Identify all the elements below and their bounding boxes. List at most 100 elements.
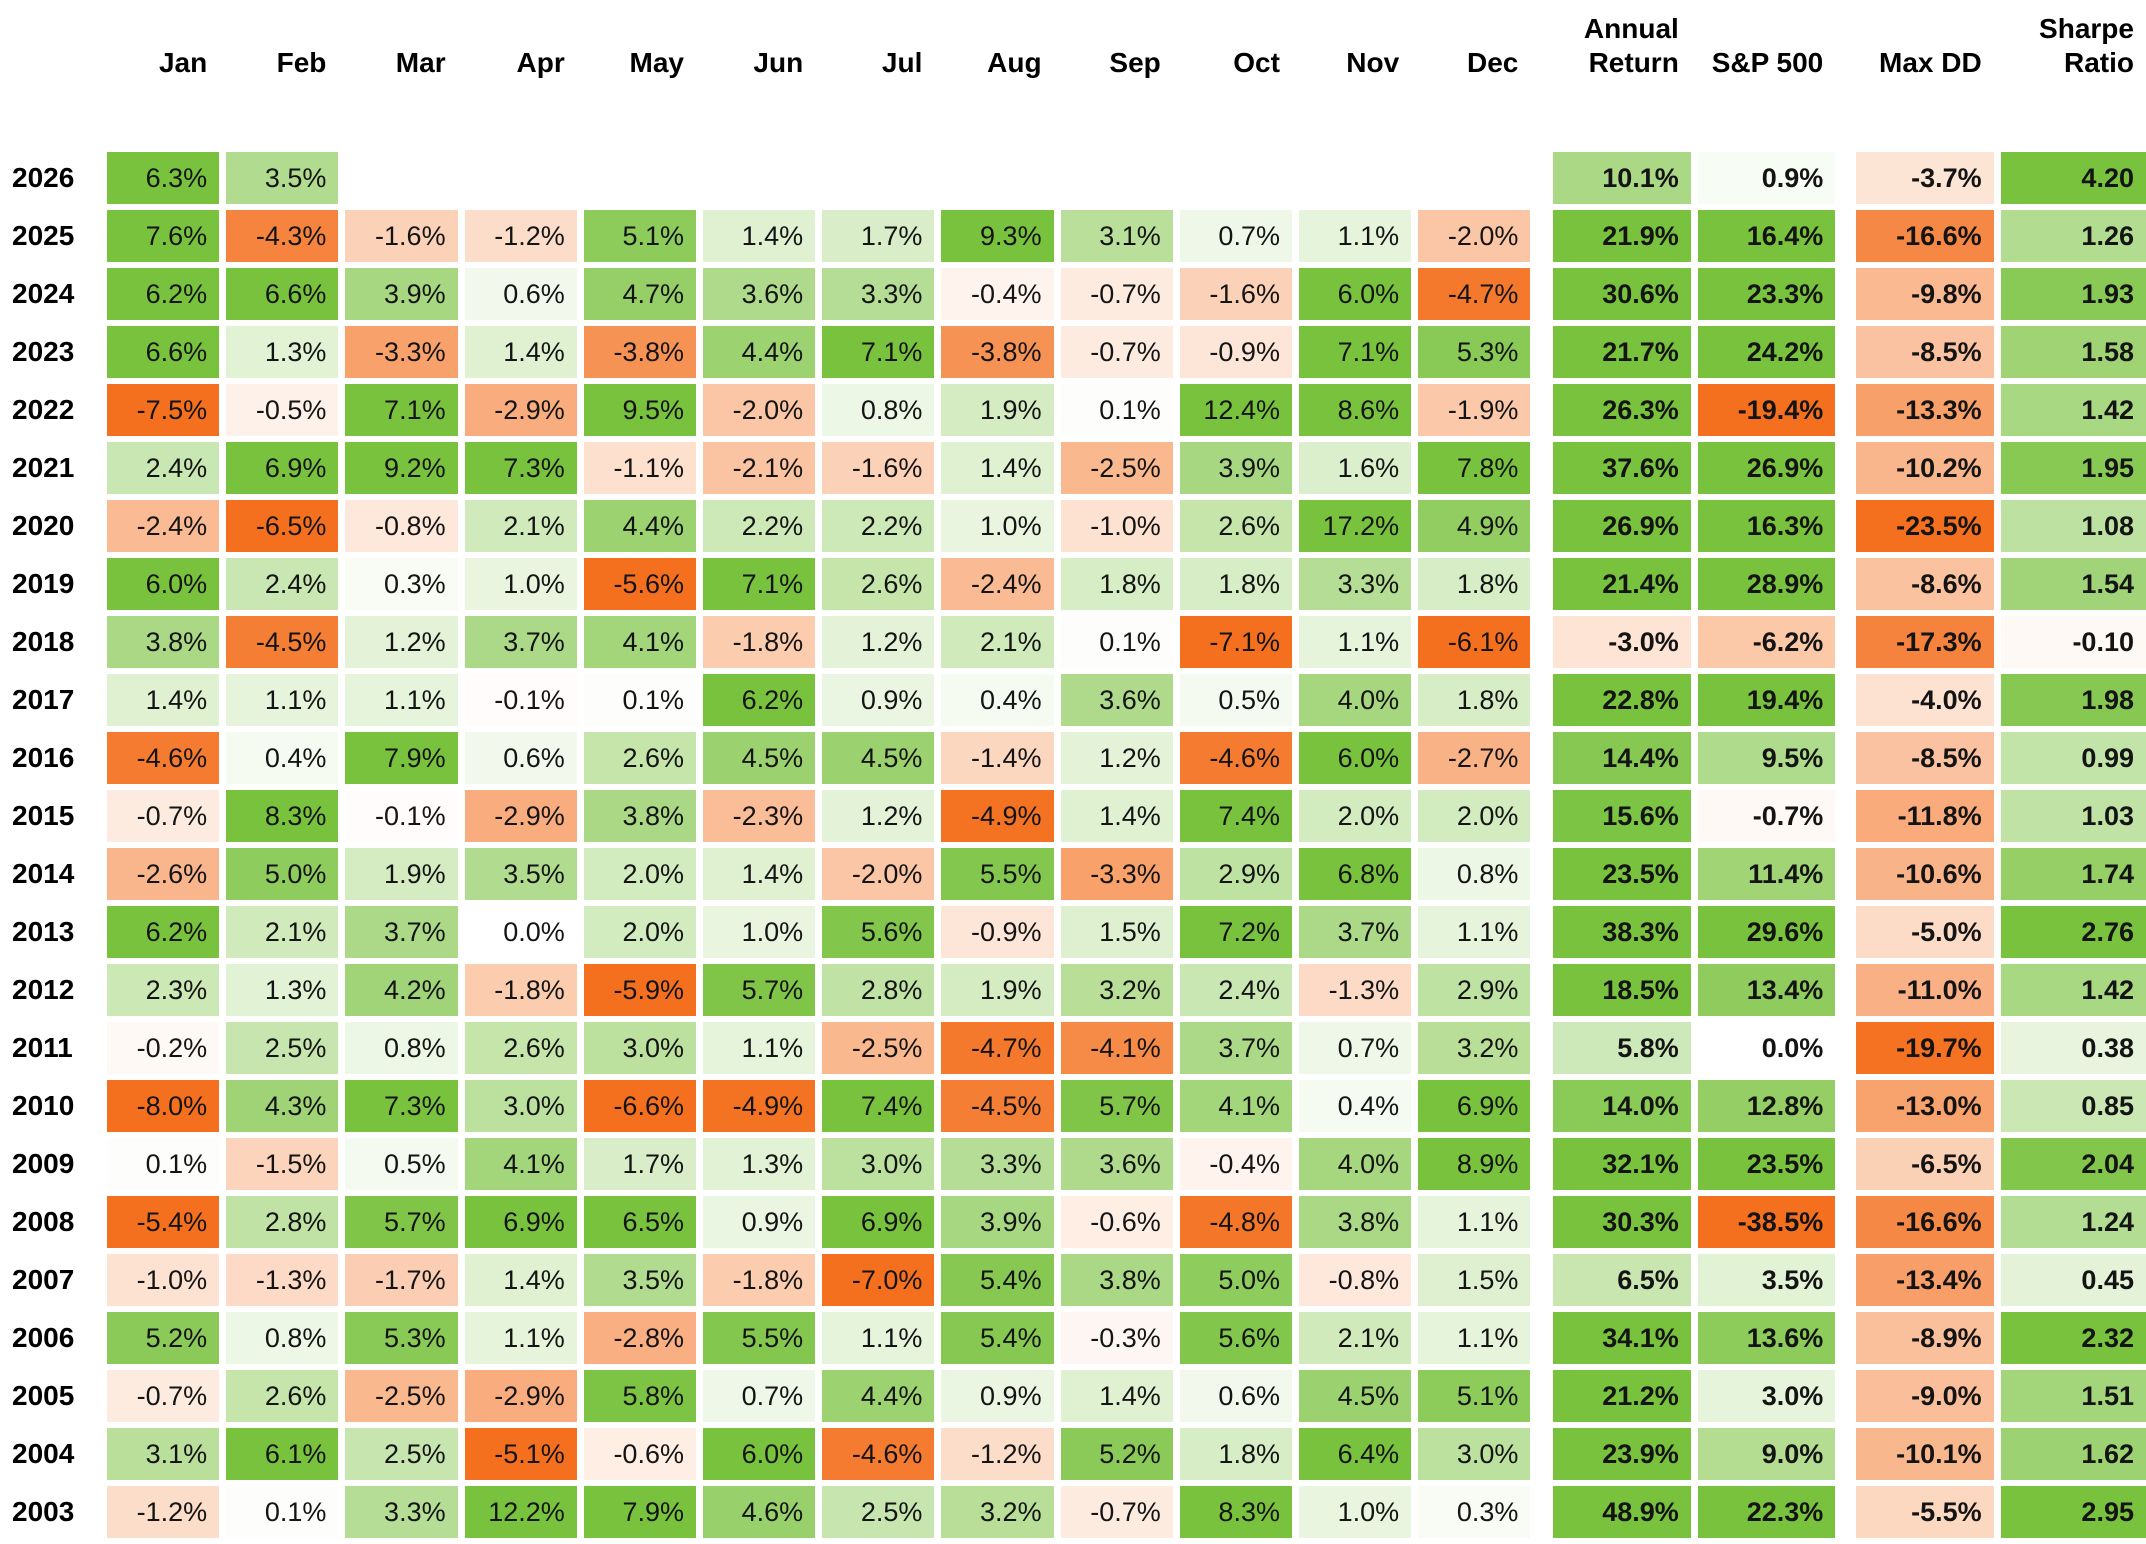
cell-2010-oct: 4.1% (1179, 1080, 1292, 1132)
cell-2004-max-dd: -10.1% (1856, 1428, 1994, 1480)
cell-2007-feb: -1.3% (226, 1254, 339, 1306)
cell-2005-max-dd: -9.0% (1856, 1370, 1994, 1422)
cell-2010-dec: 6.9% (1418, 1080, 1531, 1132)
cell-2023-may: -3.8% (583, 326, 696, 378)
cell-2016-oct: -4.6% (1179, 732, 1292, 784)
cell-2014-max-dd: -10.6% (1856, 848, 1994, 900)
cell-2011-sharpe: 0.38 (2000, 1022, 2146, 1074)
cell-2008-jan: -5.4% (107, 1196, 220, 1248)
cell-2017-oct: 0.5% (1179, 674, 1292, 726)
cell-2021-sep: -2.5% (1060, 442, 1173, 494)
cell-2017-aug: 0.4% (941, 674, 1054, 726)
section-gap (1842, 152, 1849, 204)
header-month-oct: Oct (1233, 47, 1280, 78)
cell-2017-nov: 4.0% (1298, 674, 1412, 726)
cell-2019-sp500: 28.9% (1697, 558, 1836, 610)
section-gap (1842, 1138, 1849, 1190)
cell-2017-apr: -0.1% (464, 674, 577, 726)
cell-2020-jun: 2.2% (702, 500, 816, 552)
cell-2004-mar: 2.5% (345, 1428, 458, 1480)
header-annual-return: Annual Return (1583, 13, 1679, 78)
cell-2023-dec: 5.3% (1418, 326, 1531, 378)
cell-2019-dec: 1.8% (1418, 558, 1531, 610)
cell-2022-apr: -2.9% (464, 384, 577, 436)
year-label-2016: 2016 (12, 742, 75, 773)
cell-2015-jan: -0.7% (107, 790, 220, 842)
cell-2009-nov: 4.0% (1298, 1138, 1412, 1190)
section-gap (1537, 906, 1546, 958)
cell-2012-oct: 2.4% (1179, 964, 1292, 1016)
section-gap (1537, 1138, 1546, 1190)
cell-2020-sharpe: 1.08 (2000, 500, 2146, 552)
cell-2011-jun: 1.1% (702, 1022, 816, 1074)
section-gap (1537, 558, 1546, 610)
cell-2014-jan: -2.6% (107, 848, 220, 900)
cell-2006-nov: 2.1% (1298, 1312, 1412, 1364)
cell-2013-sp500: 29.6% (1697, 906, 1836, 958)
cell-2006-aug: 5.4% (941, 1312, 1054, 1364)
header-sharpe-ratio: Sharpe Ratio (2039, 13, 2134, 78)
cell-2026-jul (822, 152, 934, 204)
cell-2018-jul: 1.2% (822, 616, 935, 668)
cell-2007-annual-return: 6.5% (1553, 1254, 1691, 1306)
cell-2016-apr: 0.6% (464, 732, 577, 784)
cell-2022-nov: 8.6% (1298, 384, 1412, 436)
cell-2013-nov: 3.7% (1298, 906, 1412, 958)
cell-2010-annual-return: 14.0% (1553, 1080, 1691, 1132)
cell-2012-dec: 2.9% (1418, 964, 1531, 1016)
cell-2014-nov: 6.8% (1298, 848, 1412, 900)
cell-2018-aug: 2.1% (941, 616, 1054, 668)
cell-2008-nov: 3.8% (1298, 1196, 1412, 1248)
cell-2024-may: 4.7% (583, 268, 696, 320)
section-gap (1537, 616, 1546, 668)
cell-2018-may: 4.1% (583, 616, 696, 668)
cell-2022-annual-return: 26.3% (1553, 384, 1691, 436)
section-gap (1537, 268, 1546, 320)
cell-2019-feb: 2.4% (226, 558, 339, 610)
cell-2003-jun: 4.6% (702, 1486, 816, 1538)
cell-2006-sharpe: 2.32 (2000, 1312, 2146, 1364)
cell-2022-oct: 12.4% (1179, 384, 1292, 436)
cell-2020-nov: 17.2% (1298, 500, 1412, 552)
cell-2017-annual-return: 22.8% (1553, 674, 1691, 726)
cell-2014-annual-return: 23.5% (1553, 848, 1691, 900)
cell-2004-jan: 3.1% (107, 1428, 220, 1480)
cell-2013-sep: 1.5% (1060, 906, 1173, 958)
cell-2016-feb: 0.4% (226, 732, 339, 784)
cell-2022-sp500: -19.4% (1697, 384, 1836, 436)
cell-2005-aug: 0.9% (941, 1370, 1054, 1422)
cell-2008-apr: 6.9% (464, 1196, 577, 1248)
cell-2023-apr: 1.4% (464, 326, 577, 378)
cell-2005-nov: 4.5% (1298, 1370, 1412, 1422)
cell-2018-nov: 1.1% (1298, 616, 1412, 668)
cell-2019-jul: 2.6% (822, 558, 935, 610)
section-gap (1537, 384, 1546, 436)
cell-2015-feb: 8.3% (226, 790, 339, 842)
cell-2021-sp500: 26.9% (1697, 442, 1836, 494)
cell-2017-jan: 1.4% (107, 674, 220, 726)
cell-2007-jun: -1.8% (702, 1254, 816, 1306)
cell-2017-sp500: 19.4% (1697, 674, 1836, 726)
cell-2021-oct: 3.9% (1179, 442, 1292, 494)
cell-2016-sep: 1.2% (1060, 732, 1173, 784)
cell-2006-may: -2.8% (583, 1312, 696, 1364)
section-gap (1842, 0, 1849, 146)
cell-2020-apr: 2.1% (464, 500, 577, 552)
cell-2026-jan: 6.3% (107, 152, 220, 204)
cell-2020-mar: -0.8% (345, 500, 458, 552)
section-gap (1842, 210, 1849, 262)
cell-2007-oct: 5.0% (1179, 1254, 1292, 1306)
cell-2012-mar: 4.2% (345, 964, 458, 1016)
cell-2015-annual-return: 15.6% (1553, 790, 1691, 842)
year-label-2007: 2007 (12, 1264, 75, 1295)
cell-2009-dec: 8.9% (1418, 1138, 1531, 1190)
cell-2006-sep: -0.3% (1060, 1312, 1173, 1364)
cell-2014-sep: -3.3% (1060, 848, 1173, 900)
year-label-2015: 2015 (12, 800, 75, 831)
cell-2008-annual-return: 30.3% (1553, 1196, 1691, 1248)
cell-2004-annual-return: 23.9% (1553, 1428, 1691, 1480)
cell-2026-apr (465, 152, 577, 204)
cell-2025-jan: 7.6% (107, 210, 220, 262)
cell-2026-may (584, 152, 696, 204)
cell-2015-mar: -0.1% (345, 790, 458, 842)
